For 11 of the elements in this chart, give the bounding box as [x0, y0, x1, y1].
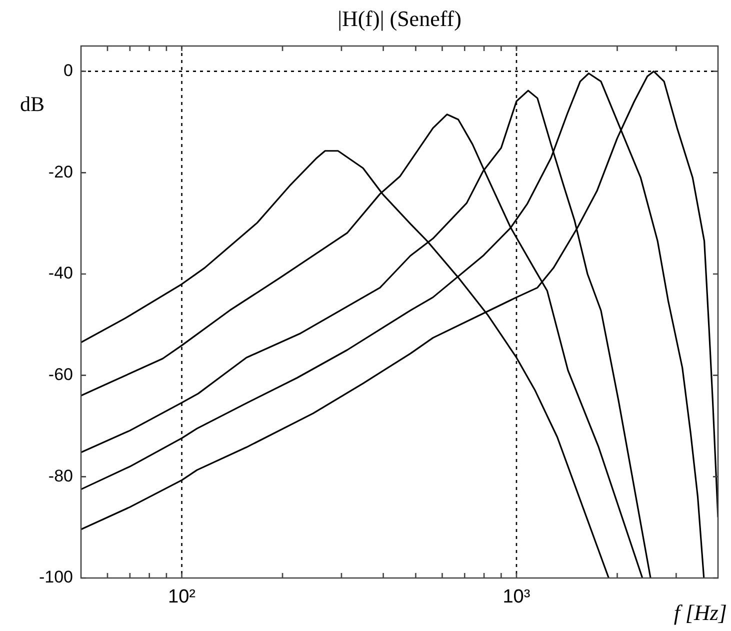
y-tick-label: -100: [38, 568, 73, 587]
x-tick-label: 10²: [168, 586, 196, 608]
y-tick-label: -60: [48, 365, 73, 384]
y-tick-label: -40: [48, 264, 73, 283]
chart-title: |H(f)| (Seneff): [336, 6, 462, 32]
y-axis-title: dB: [20, 92, 45, 117]
y-tick-label: -20: [48, 162, 73, 182]
y-tick-label: -80: [48, 466, 73, 486]
y-tick-label: 0: [64, 61, 73, 80]
x-tick-label: 10³: [502, 586, 530, 608]
x-axis-title: f [Hz]: [674, 600, 727, 626]
